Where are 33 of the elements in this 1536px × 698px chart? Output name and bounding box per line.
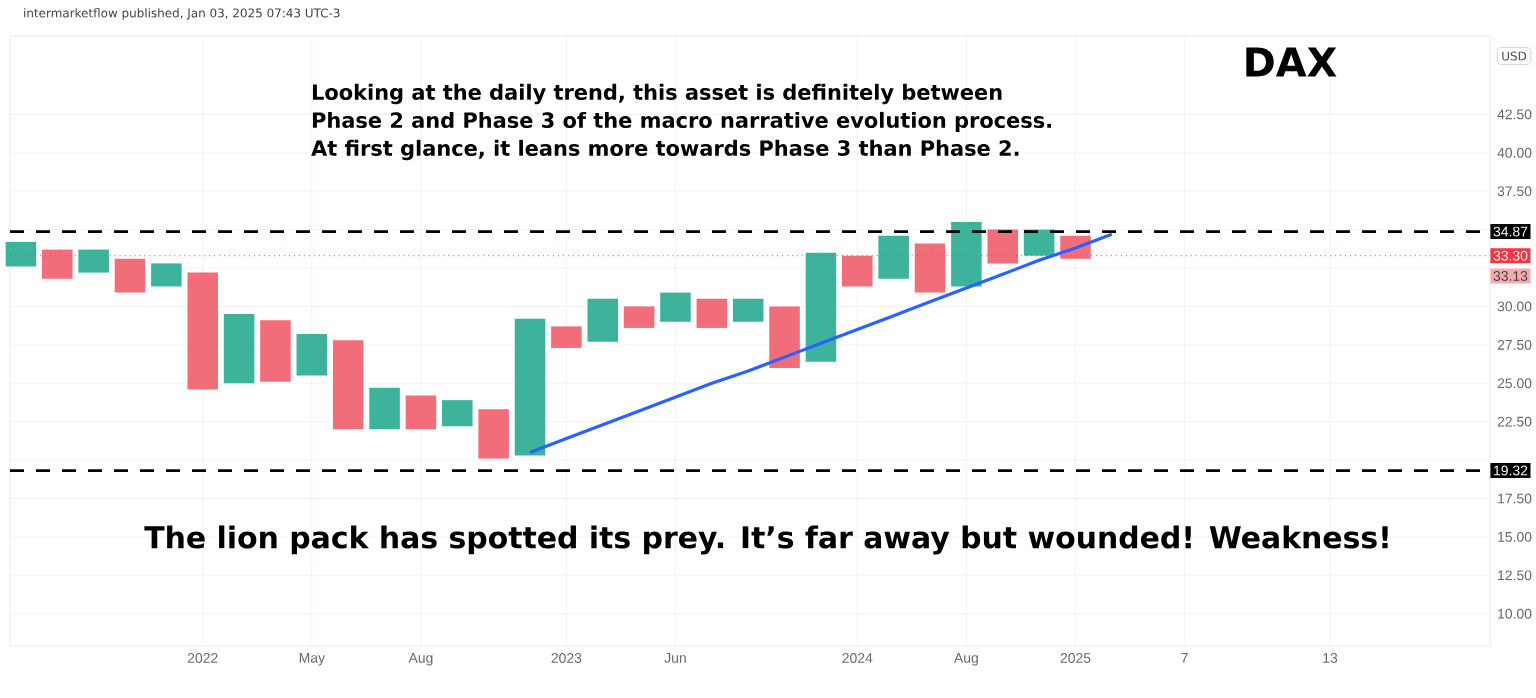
bar	[660, 292, 691, 322]
bar	[5, 241, 37, 267]
bar	[696, 298, 728, 328]
bar	[442, 400, 473, 427]
annotation: Phase 2 and Phase 3 of the macro narrative evolution process.	[312, 111, 1051, 133]
bar	[587, 298, 619, 342]
bar	[114, 258, 146, 293]
annotation: The lion pack has spotted its prey. It’s far away but wounded! Weakness!	[144, 525, 1388, 555]
bar	[914, 243, 946, 293]
bar	[296, 334, 328, 376]
bar	[805, 252, 837, 362]
bar	[623, 306, 655, 328]
bar	[42, 249, 73, 279]
chart-title: DAX	[1246, 47, 1337, 77]
bar	[878, 235, 909, 279]
bar	[260, 320, 291, 382]
bar	[842, 255, 873, 287]
bar	[514, 318, 546, 456]
bar	[405, 395, 437, 430]
bar	[369, 387, 400, 430]
bar	[223, 314, 255, 384]
bar	[951, 221, 982, 287]
bar	[987, 229, 1019, 264]
bar	[78, 249, 109, 273]
bar	[769, 306, 800, 368]
bar	[187, 272, 219, 390]
annotation: Looking at the daily trend, this asset is definitely between	[312, 83, 1002, 105]
bar	[151, 263, 182, 287]
bar	[478, 409, 509, 459]
bar	[332, 340, 364, 430]
annotation: At first glance, it leans more towards Phase 3 than Phase 2.	[311, 139, 1019, 161]
bar	[551, 326, 582, 348]
bar	[732, 298, 764, 322]
